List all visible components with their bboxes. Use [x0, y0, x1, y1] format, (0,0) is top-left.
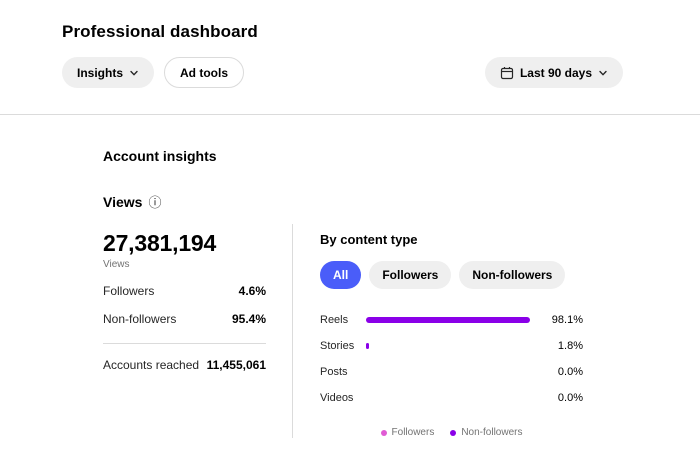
legend-followers: Followers [380, 427, 435, 438]
toolbar: Insights Ad tools Last 90 days [62, 57, 623, 88]
views-total-label: Views [103, 259, 130, 270]
category-label: Videos [320, 392, 354, 404]
content-type-tabs: All Followers Non-followers [320, 261, 583, 289]
content-type-bar-chart: Reels 98.1% Stories 1.8% Posts 0.0% [320, 307, 583, 411]
insights-columns: 27,381,194 Views Followers 4.6% Non-foll… [103, 224, 640, 438]
tab-non-followers[interactable]: Non-followers [459, 261, 566, 289]
stat-row-accounts-reached: Accounts reached 11,455,061 [103, 358, 266, 372]
followers-value: 4.6% [238, 284, 266, 298]
views-summary-panel: 27,381,194 Views Followers 4.6% Non-foll… [103, 224, 293, 438]
non-followers-label: Non-followers [103, 312, 177, 326]
chevron-down-icon [599, 70, 607, 75]
stat-row-followers: Followers 4.6% [103, 284, 266, 298]
tab-followers[interactable]: Followers [369, 261, 452, 289]
accounts-reached-label: Accounts reached [103, 358, 200, 372]
ad-tools-label: Ad tools [180, 65, 229, 80]
tab-all[interactable]: All [320, 261, 362, 289]
legend-followers-label: Followers [391, 427, 435, 438]
main-content: Account insights Views ⓘ 27,381,194 View… [0, 148, 700, 438]
legend-non-followers: Non-followers [450, 427, 522, 438]
category-label: Reels [320, 314, 349, 326]
stat-row-non-followers: Non-followers 95.4% [103, 312, 266, 326]
non-followers-value: 95.4% [231, 312, 266, 326]
ad-tools-button[interactable]: Ad tools [164, 57, 245, 88]
views-title: Views [103, 194, 143, 210]
value-label: 0.0% [557, 392, 583, 404]
legend-non-followers-label: Non-followers [461, 427, 523, 438]
info-icon[interactable]: ⓘ [148, 194, 162, 210]
bar-stories [366, 343, 369, 349]
page-title: Professional dashboard [62, 22, 258, 41]
section-title-account-insights: Account insights [103, 148, 217, 164]
value-label: 0.0% [557, 366, 583, 378]
followers-label: Followers [103, 284, 155, 298]
bar-track [366, 343, 533, 349]
summary-divider [103, 343, 266, 344]
insights-dropdown[interactable]: Insights [62, 57, 155, 88]
date-range-label: Last 90 days [519, 65, 592, 80]
accounts-reached-value: 11,455,061 [206, 358, 266, 372]
chart-row-posts: Posts 0.0% [320, 359, 583, 385]
value-label: 1.8% [557, 340, 583, 352]
non-followers-dot-icon [450, 429, 457, 436]
chart-row-stories: Stories 1.8% [320, 333, 583, 359]
value-label: 98.1% [551, 314, 583, 326]
bar-reels [366, 317, 530, 323]
bar-track [366, 369, 533, 375]
by-content-type-title: By content type [320, 232, 418, 247]
views-total: 27,381,194 [103, 230, 217, 256]
views-header: Views ⓘ [103, 194, 640, 210]
insights-dropdown-label: Insights [77, 65, 124, 80]
date-range-selector[interactable]: Last 90 days [484, 57, 623, 88]
chart-row-reels: Reels 98.1% [320, 307, 583, 333]
chart-legend: Followers Non-followers [320, 427, 583, 438]
category-label: Stories [320, 340, 355, 352]
calendar-icon [500, 66, 514, 79]
bar-track [366, 317, 533, 323]
followers-dot-icon [380, 429, 387, 436]
header-divider [0, 114, 700, 115]
chart-row-videos: Videos 0.0% [320, 385, 583, 411]
chevron-down-icon [130, 70, 138, 75]
by-content-type-panel: By content type All Followers Non-follow… [293, 224, 583, 438]
bar-track [366, 395, 533, 401]
category-label: Posts [320, 366, 348, 378]
